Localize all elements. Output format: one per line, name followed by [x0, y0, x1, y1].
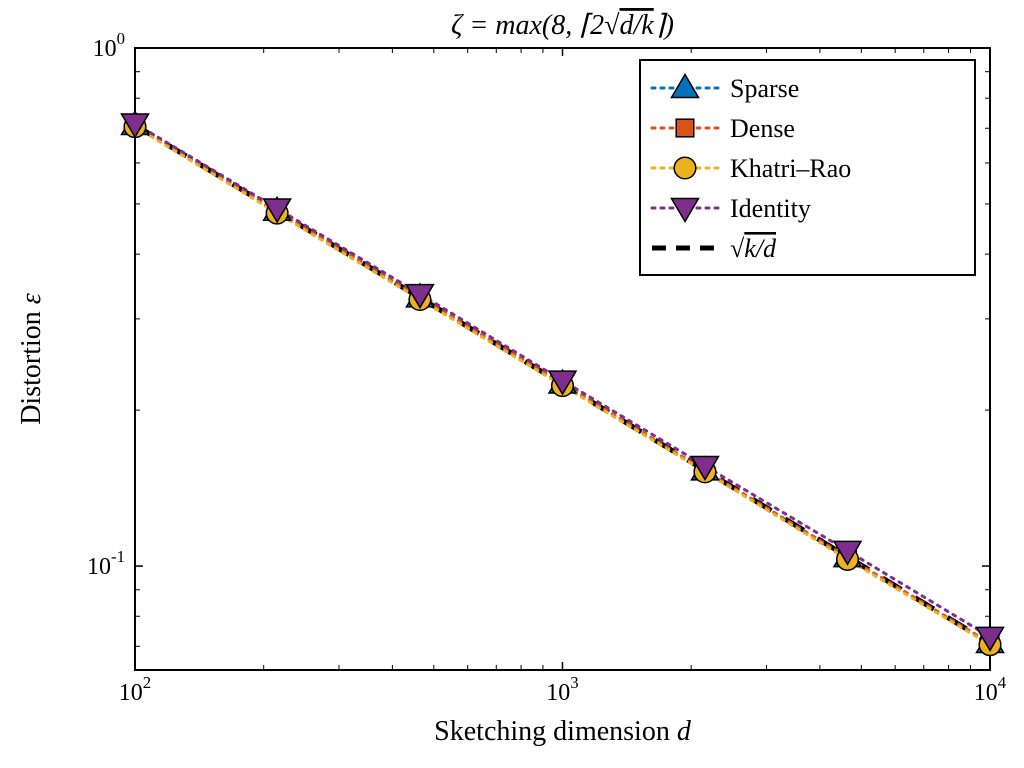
y-axis-label: Distortion ε: [16, 293, 47, 425]
legend-label: √k/d: [730, 234, 777, 263]
svg-text:ζ = max(8, ⌈2√d/k⌉): ζ = max(8, ⌈2√d/k⌉): [451, 10, 674, 41]
chart-title: ζ = max(8, ⌈2√d/k⌉): [451, 10, 674, 41]
legend-label: Sparse: [730, 74, 799, 103]
chart-svg: 10210310410-1100Sketching dimension dDis…: [0, 0, 1024, 768]
legend-label: Dense: [730, 114, 795, 143]
chart-container: 10210310410-1100Sketching dimension dDis…: [0, 0, 1024, 768]
x-axis-label: Sketching dimension d: [434, 716, 692, 747]
legend-label: Identity: [730, 194, 811, 223]
legend-label: Khatri–Rao: [730, 154, 851, 183]
